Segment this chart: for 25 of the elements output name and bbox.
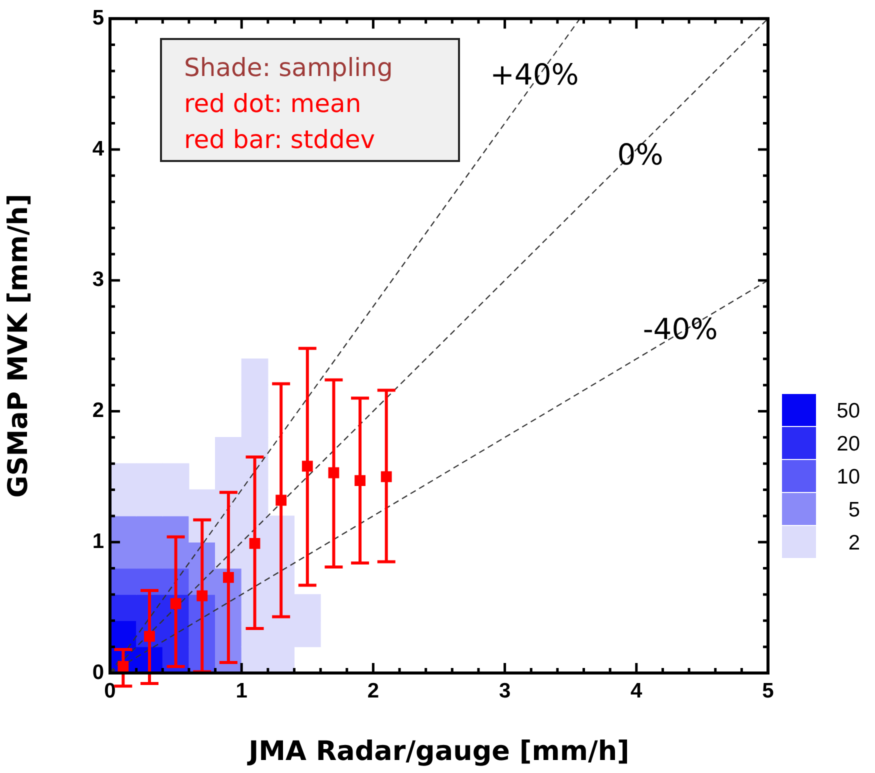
x-tick-label: 1 <box>236 679 248 702</box>
y-tick-label: 3 <box>92 268 104 292</box>
legend-label: 50 <box>836 399 860 422</box>
annotation: red dot: mean <box>184 88 362 120</box>
x-tick-label: 2 <box>367 679 380 702</box>
y-axis-title: GSMaP MVK [mm/h] <box>3 194 34 498</box>
legend-label: 5 <box>848 498 860 522</box>
y-tick-label: 2 <box>92 399 104 422</box>
x-axis-title: JMA Radar/gauge [mm/h] <box>246 736 630 767</box>
annotation: Shade: sampling <box>184 52 394 84</box>
note-box: Shade: sampling red dot: mean red bar: stddev <box>160 38 460 162</box>
series-label: +40% <box>490 57 579 92</box>
x-tick-label: 3 <box>498 679 511 702</box>
x-tick-label: 5 <box>762 679 774 702</box>
legend-label: 20 <box>836 432 860 456</box>
series-label: 0% <box>617 137 664 172</box>
y-tick-label: 4 <box>92 137 104 160</box>
y-tick-label: 0 <box>92 660 104 684</box>
legend-label: 2 <box>848 531 860 554</box>
y-tick-label: 5 <box>92 6 104 30</box>
x-tick-label: 4 <box>630 679 643 702</box>
y-tick-label: 1 <box>92 530 104 553</box>
annotation: red bar: stddev <box>184 124 376 156</box>
legend-label: 10 <box>836 465 860 488</box>
series-label: -40% <box>642 312 718 346</box>
